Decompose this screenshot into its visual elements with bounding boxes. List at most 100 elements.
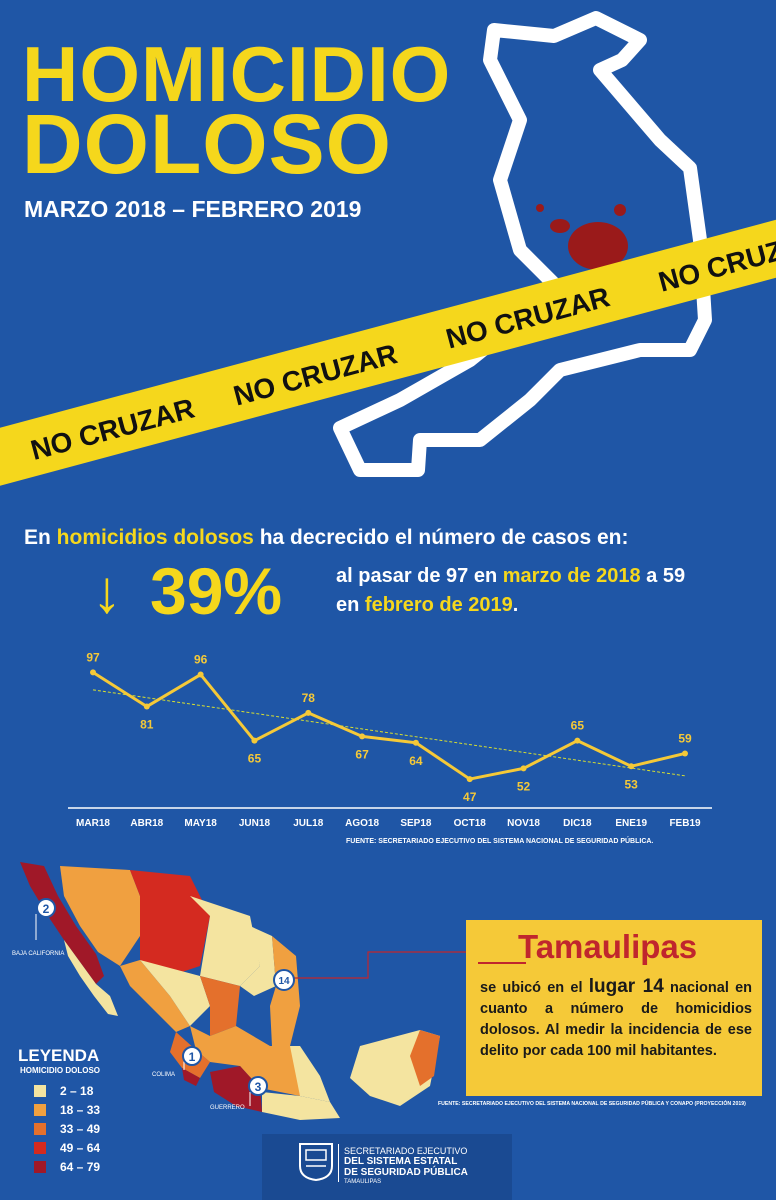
legend-swatch <box>34 1123 46 1135</box>
center-shape <box>190 1026 310 1096</box>
data-point <box>305 709 312 716</box>
logo-divider <box>338 1144 339 1182</box>
date-range: MARZO 2018 – FEBRERO 2019 <box>24 196 362 222</box>
data-point <box>197 671 204 678</box>
data-point <box>143 703 150 710</box>
data-label: 64 <box>409 754 423 768</box>
legend-item: 49 – 64 <box>34 1141 100 1155</box>
data-point <box>90 669 96 676</box>
data-point <box>359 733 366 740</box>
data-label: 78 <box>302 691 316 705</box>
baja-california-shape <box>20 862 104 984</box>
legend-swatch <box>34 1161 46 1173</box>
title-line-1: HOMICIDIO <box>22 30 452 118</box>
marker-14-label: 14 <box>278 976 290 987</box>
data-point <box>412 739 419 746</box>
x-tick-label: MAY18 <box>184 818 217 829</box>
x-tick-label: AGO18 <box>345 818 379 829</box>
infobox-text-1: se ubicó en el <box>480 980 589 996</box>
desc-highlight-2: febrero de 2019 <box>364 594 513 616</box>
data-label: 81 <box>140 718 154 732</box>
data-label: 65 <box>571 719 585 733</box>
data-point <box>251 737 258 744</box>
legend-item: 64 – 79 <box>34 1160 100 1174</box>
logo-line-3: DE SEGURIDAD PÚBLICA <box>344 1167 468 1178</box>
oaxaca-shape <box>262 1092 340 1120</box>
x-tick-label: DIC18 <box>563 818 592 829</box>
x-tick-label: MAR18 <box>76 818 110 829</box>
zacatecas-shape <box>200 976 240 1036</box>
logo-line-2: DEL SISTEMA ESTATAL <box>344 1156 458 1167</box>
marker-3 <box>248 1076 268 1096</box>
sonora-shape <box>60 866 140 966</box>
legend-label: 2 – 18 <box>60 1084 94 1098</box>
colima-shape <box>182 1068 200 1086</box>
body-outline <box>333 11 712 477</box>
coahuila-shape <box>190 896 260 986</box>
x-tick-label: NOV18 <box>507 818 540 829</box>
tamaulipas-connector <box>294 951 466 979</box>
marker-1-label: 1 <box>189 1050 196 1064</box>
tamaulipas-infobox <box>466 920 762 1096</box>
map-source: FUENTE: SECRETARIADO EJECUTIVO DEL SISTE… <box>438 1101 746 1107</box>
durango-shape <box>140 960 210 1026</box>
x-tick-label: SEP18 <box>400 818 432 829</box>
x-tick-label: JUL18 <box>293 818 323 829</box>
label-colima: COLIMA <box>152 1072 176 1078</box>
headline-text-2: ha decrecido el número de casos en: <box>253 526 629 549</box>
legend-label: 33 – 49 <box>60 1122 101 1136</box>
blood-splatter <box>536 204 635 275</box>
baja-sur-shape <box>64 940 118 1016</box>
line-chart: 97 MAR18 81 ABR18 96 MAY18 65 JUN18 78 JUL18 67 AGO… <box>68 650 712 829</box>
percent-change: 39% <box>150 554 283 628</box>
desc-text-3: . <box>512 594 519 616</box>
logo-line-1: SECRETARIADO EJECUTIVO <box>344 1146 468 1156</box>
x-tick-label: ENE19 <box>615 818 647 829</box>
marker-2-label: 2 <box>43 902 50 916</box>
headline: En homicidios dolosos ha decrecido el nú… <box>24 526 629 550</box>
label-baja-california: BAJA CALIFORNIA <box>12 951 65 957</box>
legend-item: 2 – 18 <box>34 1084 93 1098</box>
mexico-map: 2 1 3 14 <box>20 862 466 1120</box>
desc-text-2: a 59 en <box>336 565 686 616</box>
quintana-roo-shape <box>410 1030 440 1086</box>
data-point <box>682 750 688 757</box>
legend-label: 64 – 79 <box>60 1160 101 1174</box>
veracruz-shape <box>290 1046 330 1102</box>
data-point <box>628 763 635 770</box>
marker-3-label: 3 <box>255 1080 262 1094</box>
infobox-text-2: nacional en cuanto a número de homicidio… <box>480 980 752 1059</box>
data-point <box>520 765 527 772</box>
desc-highlight-1: marzo de 2018 <box>502 565 641 587</box>
data-label: 96 <box>194 653 208 667</box>
legend-label: 18 – 33 <box>60 1103 101 1117</box>
down-arrow-icon: ↓ <box>92 558 122 625</box>
legend-item: 33 – 49 <box>34 1122 100 1136</box>
infobox-underline <box>478 962 526 964</box>
x-tick-label: FEB19 <box>669 818 701 829</box>
crime-scene-illustration: NO CRUZAR NO CRUZAR NO CRUZAR NO CRUZAR <box>0 11 776 497</box>
label-guerrero: GUERRERO <box>210 1105 245 1111</box>
marker-1 <box>182 1046 202 1066</box>
infobox-text: se ubicó en el lugar 14 nacional en cuan… <box>480 976 752 1062</box>
guerrero-shape <box>210 1066 262 1112</box>
legend-label: 49 – 64 <box>60 1141 101 1155</box>
headline-highlight: homicidios dolosos <box>56 526 254 549</box>
data-label: 65 <box>248 752 262 766</box>
desc-text-1: al pasar de 97 en <box>336 565 503 587</box>
chihuahua-shape <box>130 870 210 976</box>
data-label: 97 <box>86 650 100 664</box>
logo-line-4: TAMAULIPAS <box>344 1179 382 1185</box>
legend-item: 18 – 33 <box>34 1103 100 1117</box>
shield-icon <box>299 1143 333 1182</box>
series-line <box>92 671 686 781</box>
legend-swatch <box>34 1142 46 1154</box>
chart-source: FUENTE: SECRETARIADO EJECUTIVO DEL SISTE… <box>346 838 654 845</box>
marker-14 <box>273 969 295 991</box>
marker-2 <box>36 898 56 918</box>
title-line-2: DOLOSO <box>22 97 393 191</box>
legend-swatch <box>34 1085 46 1097</box>
sinaloa-shape <box>120 960 190 1032</box>
data-point <box>466 776 473 783</box>
tamaulipas-shape <box>270 936 300 1046</box>
